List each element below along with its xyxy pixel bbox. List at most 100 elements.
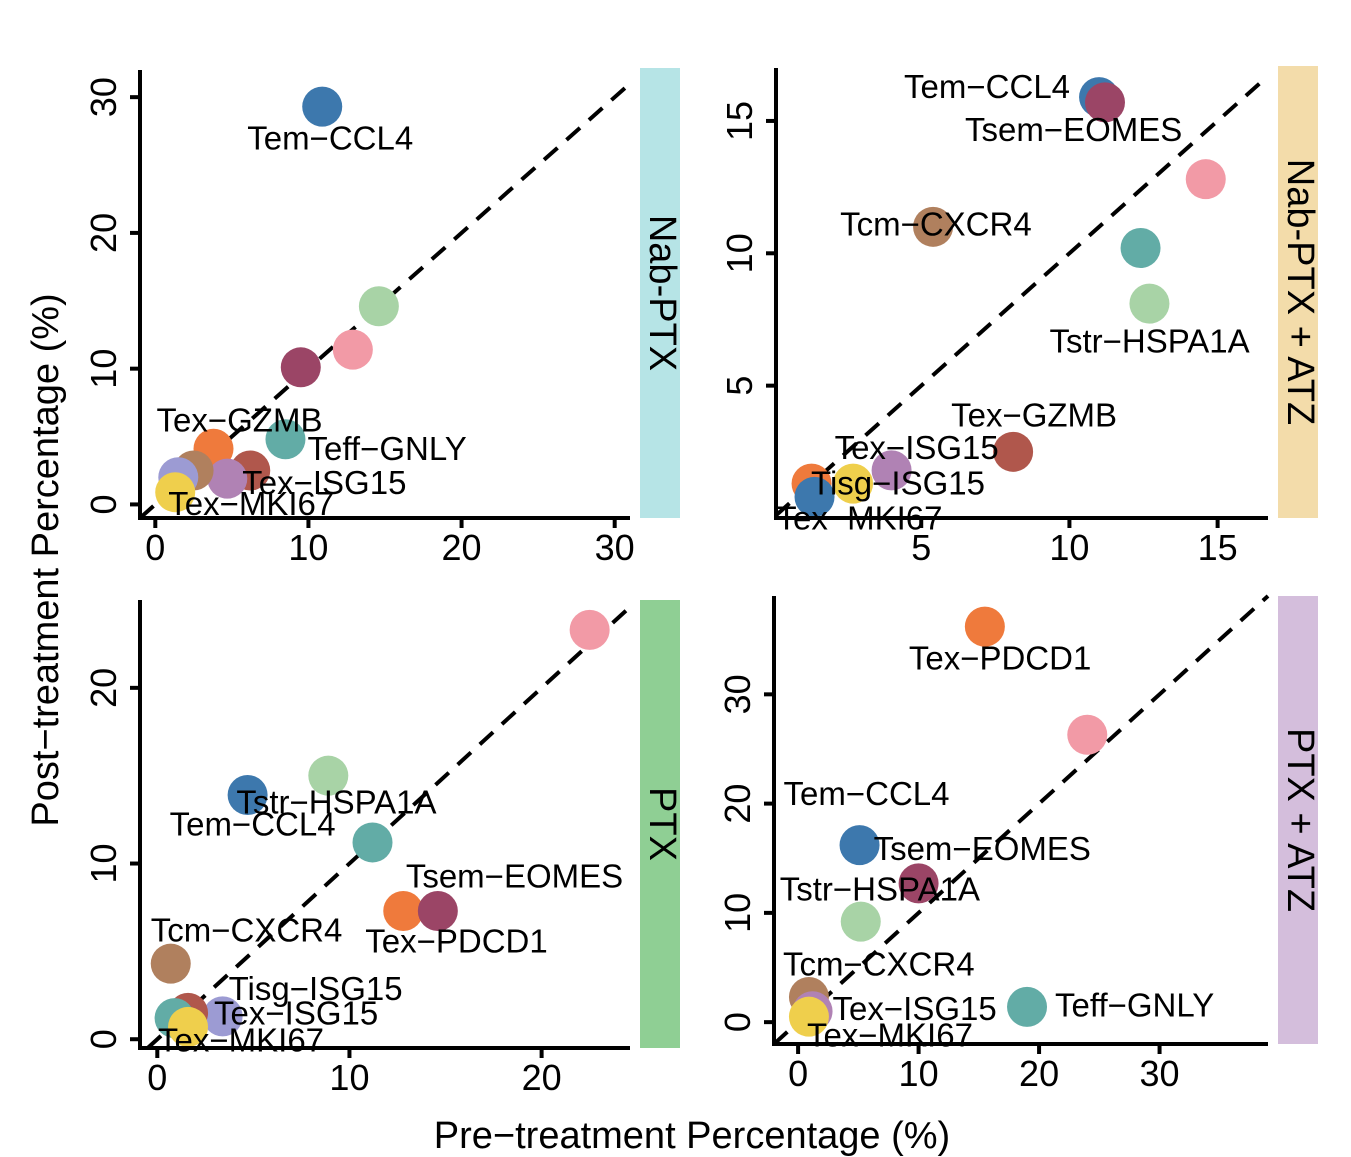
x-tick-label: 10	[1049, 527, 1089, 568]
x-tick-label: 0	[788, 1053, 808, 1094]
panel-ptx-atz: PTX + ATZ Tex−PDCD1 Tem−CCL4 Tsem−EOMESTst…	[717, 594, 1321, 1094]
y-tick-label: 30	[83, 77, 124, 117]
x-tick-label: 10	[288, 527, 328, 568]
point-label: Tcm−CXCR4	[783, 946, 975, 983]
data-point	[265, 419, 306, 460]
x-tick-label: 30	[1140, 1053, 1180, 1094]
panel-nab-ptx-atz: Nab-PTX + ATZ Tem−CCL4 Tsem−EOMES Tcm−CXCR…	[719, 66, 1321, 568]
point-label: Tem−CCL4	[247, 119, 413, 156]
data-point	[227, 775, 268, 816]
point-label: Tem−CCL4	[904, 68, 1070, 105]
y-tick-label: 0	[717, 1012, 758, 1032]
identity-line	[772, 594, 1270, 1046]
x-tick-label: 10	[329, 1057, 369, 1098]
identity-line	[146, 605, 632, 1050]
point-label: Tex−GZMB	[157, 401, 323, 438]
y-tick-label: 15	[719, 101, 760, 141]
y-tick-label: 20	[83, 668, 124, 708]
y-tick-label: 0	[83, 494, 124, 514]
y-tick-label: 10	[83, 844, 124, 884]
point-label: Tex−ISG15	[242, 464, 406, 501]
y-tick-label: 10	[719, 233, 760, 273]
x-tick-label: 20	[442, 527, 482, 568]
data-point	[964, 606, 1005, 647]
data-point	[898, 863, 939, 904]
x-tick-label: 30	[595, 527, 635, 568]
point-label: Teff−GNLY	[1055, 987, 1214, 1024]
point-label: Tem−CCL4	[170, 806, 336, 843]
point-label: Tex−PDCD1	[365, 923, 547, 960]
point-label: Tstr−HSPA1A	[780, 870, 980, 907]
strip-label-ptx: PTX	[641, 787, 683, 861]
data-point	[155, 472, 196, 513]
point-label: Tstr−HSPA1A	[1049, 322, 1249, 359]
y-tick-label: 5	[719, 376, 760, 396]
x-tick-label: 5	[911, 527, 931, 568]
x-tick-label: 20	[522, 1057, 562, 1098]
y-tick-label: 0	[83, 1029, 124, 1049]
data-point	[1067, 714, 1108, 755]
point-label: Tcm−CXCR4	[840, 206, 1032, 243]
strip-nab-ptx	[640, 68, 680, 518]
data-point	[332, 329, 373, 370]
y-tick-label: 30	[717, 674, 758, 714]
data-point	[202, 996, 243, 1037]
data-point	[280, 347, 321, 388]
point-label: Teff−GNLY	[307, 430, 466, 467]
x-tick-label: 15	[1198, 527, 1238, 568]
data-point	[839, 825, 880, 866]
point-label: Tsem−EOMES	[965, 111, 1182, 148]
x-tick-label: 0	[147, 1057, 167, 1098]
data-point	[308, 755, 349, 796]
point-label: Tsem−EOMES	[874, 830, 1091, 867]
data-point	[1084, 82, 1125, 123]
identity-line	[138, 82, 632, 520]
y-tick-label: 20	[83, 213, 124, 253]
data-point	[913, 206, 954, 247]
data-point	[840, 901, 881, 942]
data-point	[569, 609, 610, 650]
point-label: Tcm−CXCR4	[151, 911, 343, 948]
point-label: Tsem−EOMES	[406, 858, 623, 895]
strip-ptx	[640, 600, 680, 1048]
data-point	[1129, 283, 1170, 324]
data-point	[788, 996, 829, 1037]
x-tick-label: 20	[1019, 1053, 1059, 1094]
point-label: Tex−ISG15	[214, 995, 378, 1032]
y-tick-label: 10	[717, 893, 758, 933]
data-point	[794, 476, 835, 517]
point-label: Tex−ISG15	[833, 990, 997, 1027]
point-label: Tem−CCL4	[784, 775, 950, 812]
data-point	[207, 458, 248, 499]
point-label: Tisg−ISG15	[811, 464, 985, 501]
x-tick-label: 0	[145, 527, 165, 568]
strip-ptx-atz	[1278, 596, 1318, 1044]
data-point	[1120, 228, 1161, 268]
strip-nab-ptx-atz	[1278, 66, 1318, 518]
data-point	[417, 890, 458, 931]
data-point	[358, 286, 399, 327]
point-label: Tex−ISG15	[835, 429, 999, 466]
data-point	[1185, 159, 1226, 200]
point-label: Tex−PDCD1	[909, 639, 1091, 676]
data-point	[871, 450, 912, 491]
point-label: Tex−MKI67	[807, 1016, 973, 1053]
point-label: Tstr−HSPA1A	[236, 783, 436, 820]
y-tick-label: 10	[83, 349, 124, 389]
data-point	[168, 1006, 209, 1047]
point-label: Tisg−ISG15	[229, 970, 403, 1007]
data-point	[302, 86, 343, 127]
point-label: Tex−GZMB	[951, 397, 1117, 434]
data-point	[1007, 986, 1048, 1027]
data-point	[833, 463, 874, 504]
point-label: Tex−MKI67	[158, 1022, 324, 1059]
strip-label-nab-ptx-atz: Nab-PTX + ATZ	[1279, 159, 1321, 425]
strip-label-nab-ptx: Nab-PTX	[641, 215, 683, 371]
data-point	[352, 822, 393, 863]
x-axis-title: Pre−treatment Percentage (%)	[434, 1115, 950, 1157]
strip-label-ptx-atz: PTX + ATZ	[1279, 728, 1321, 912]
identity-line	[774, 74, 1270, 517]
data-point	[150, 943, 191, 984]
